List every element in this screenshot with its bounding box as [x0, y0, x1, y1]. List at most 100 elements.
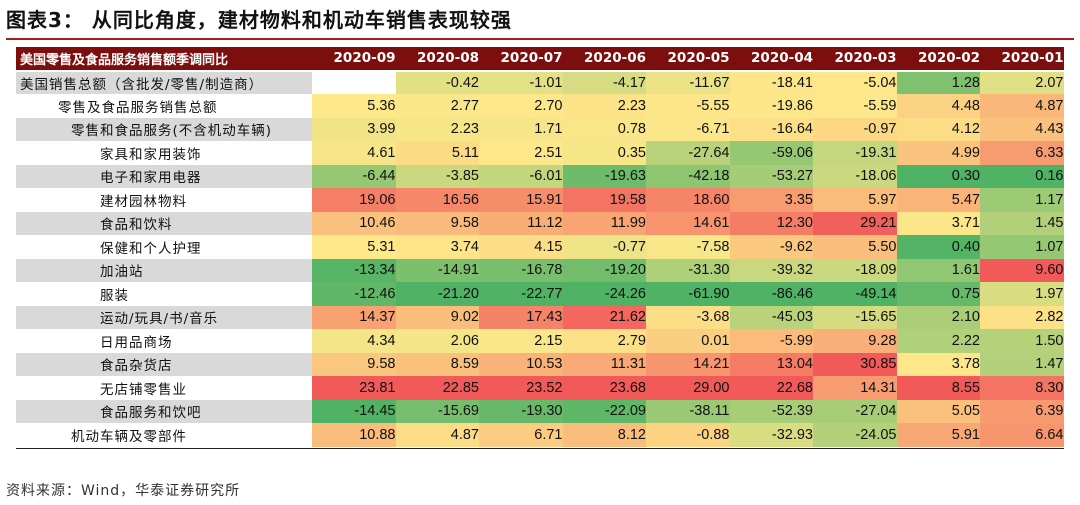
column-header: 2020-04	[729, 47, 813, 72]
heatmap-cell: -45.03	[729, 305, 813, 329]
heatmap-cell: 10.88	[312, 423, 396, 447]
heatmap-cell: -3.68	[646, 305, 730, 329]
row-label: 服装	[16, 282, 312, 306]
heatmap-cell: 4.87	[395, 423, 479, 447]
heatmap-cell: 12.30	[729, 211, 813, 235]
heatmap-cell: 3.78	[896, 352, 980, 376]
table-row: 服装 -12.46 -21.20 -22.77 -24.26 -61.90 -86.46 -4…	[16, 282, 1064, 306]
heatmap-cell: 0.35	[562, 141, 646, 165]
heatmap-cell: -4.17	[562, 70, 646, 94]
heatmap-cell: 29.00	[646, 376, 730, 400]
heatmap-cell: 11.31	[562, 352, 646, 376]
heatmap-cell: 1.07	[980, 235, 1064, 259]
heatmap-cell: 14.61	[646, 211, 730, 235]
heatmap-cell: -5.59	[813, 94, 897, 118]
heatmap-cell: -59.06	[729, 141, 813, 165]
heatmap-cell: -15.69	[395, 399, 479, 423]
heatmap-cell: 4.15	[479, 235, 563, 259]
heatmap-cell: 6.71	[479, 423, 563, 447]
heatmap-cell: 5.05	[896, 399, 980, 423]
heatmap-cell: 0.30	[896, 164, 980, 188]
heatmap-cell: 2.22	[896, 329, 980, 353]
heatmap-cell: -3.85	[395, 164, 479, 188]
table-row: 电子和家用电器 -6.44 -3.85 -6.01 -19.63 -42.18 -53.27…	[16, 164, 1064, 188]
heatmap-cell: 18.60	[646, 188, 730, 212]
row-label: 零售和食品服务(不含机动车辆)	[16, 117, 312, 141]
heatmap-cell: 4.61	[312, 141, 396, 165]
row-label: 机动车辆及零部件	[16, 423, 312, 447]
heatmap-cell: 1.47	[980, 352, 1064, 376]
heatmap-cell: 2.77	[395, 94, 479, 118]
row-label: 食品服务和饮吧	[16, 399, 312, 423]
heatmap-cell: 9.58	[312, 352, 396, 376]
heatmap-cell: 19.58	[562, 188, 646, 212]
heatmap-cell: -24.26	[562, 282, 646, 306]
heatmap-cell: 29.21	[813, 211, 897, 235]
figure-title: 图表3： 从同比角度，建材物料和机动车销售表现较强	[6, 8, 512, 32]
heatmap-cell: 17.43	[479, 305, 563, 329]
heatmap-cell: -9.62	[729, 235, 813, 259]
heatmap-cell: 5.50	[813, 235, 897, 259]
heatmap-cell: 6.64	[980, 423, 1064, 447]
heatmap-cell: 4.87	[980, 94, 1064, 118]
heatmap-cell: -0.42	[395, 70, 479, 94]
heatmap-cell: -19.20	[562, 258, 646, 282]
heatmap-cell: 2.23	[395, 117, 479, 141]
heatmap-cell: -15.65	[813, 305, 897, 329]
heatmap-cell: -42.18	[646, 164, 730, 188]
heatmap-cell: 13.04	[729, 352, 813, 376]
row-label: 美国销售总额（含批发/零售/制造商）	[16, 70, 312, 94]
table-bottom-rule	[16, 448, 1064, 449]
heatmap-cell: 4.34	[312, 329, 396, 353]
heatmap-cell: -21.20	[395, 282, 479, 306]
heatmap-cell: 1.97	[980, 282, 1064, 306]
heatmap-cell: -6.01	[479, 164, 563, 188]
title-rule	[6, 38, 1074, 40]
heatmap-cell: 23.68	[562, 376, 646, 400]
row-label: 电子和家用电器	[16, 164, 312, 188]
heatmap-table: 美国零售及食品服务销售额季调同比 2020-09 2020-08 2020-07 20…	[16, 47, 1064, 447]
heatmap-cell: 2.82	[980, 305, 1064, 329]
heatmap-cell: 11.99	[562, 211, 646, 235]
heatmap-cell: 22.68	[729, 376, 813, 400]
heatmap-cell: 3.74	[395, 235, 479, 259]
column-header: 2020-08	[395, 47, 479, 72]
heatmap-cell: 8.30	[980, 376, 1064, 400]
heatmap-cell: -18.09	[813, 258, 897, 282]
heatmap-cell: 0.40	[896, 235, 980, 259]
table-row: 家具和家用装饰 4.61 5.11 2.51 0.35 -27.64 -59.06 -19.3…	[16, 141, 1064, 165]
table-row: 美国销售总额（含批发/零售/制造商） -0.42 -1.01 -4.17 -11.67-…	[16, 70, 1064, 94]
heatmap-cell: 1.17	[980, 188, 1064, 212]
heatmap-cell: -52.39	[729, 399, 813, 423]
heatmap-cell: -86.46	[729, 282, 813, 306]
heatmap-cell: 8.12	[562, 423, 646, 447]
heatmap-cell: 5.97	[813, 188, 897, 212]
heatmap-cell: 2.07	[980, 70, 1064, 94]
heatmap-cell: 30.85	[813, 352, 897, 376]
heatmap-cell: 4.43	[980, 117, 1064, 141]
heatmap-cell: -18.41	[729, 70, 813, 94]
heatmap-cell: 1.61	[896, 258, 980, 282]
heatmap-cell: -0.77	[562, 235, 646, 259]
heatmap-cell: 15.91	[479, 188, 563, 212]
heatmap-cell	[312, 70, 396, 94]
heatmap-cell: -5.55	[646, 94, 730, 118]
row-label: 加油站	[16, 258, 312, 282]
heatmap-cell: -32.93	[729, 423, 813, 447]
heatmap-cell: -0.97	[813, 117, 897, 141]
heatmap-cell: 16.56	[395, 188, 479, 212]
heatmap-cell: 8.59	[395, 352, 479, 376]
heatmap-cell: 23.52	[479, 376, 563, 400]
heatmap-cell: 5.47	[896, 188, 980, 212]
heatmap-cell: 1.45	[980, 211, 1064, 235]
header-row: 美国零售及食品服务销售额季调同比 2020-09 2020-08 2020-07 20…	[16, 47, 1064, 72]
heatmap-cell: 5.11	[395, 141, 479, 165]
heatmap-cell: 4.12	[896, 117, 980, 141]
heatmap-cell: 23.81	[312, 376, 396, 400]
heatmap-cell: 14.31	[813, 376, 897, 400]
heatmap-cell: -5.99	[729, 329, 813, 353]
heatmap-cell: -27.04	[813, 399, 897, 423]
heatmap-cell: -6.71	[646, 117, 730, 141]
heatmap-cell: -16.64	[729, 117, 813, 141]
heatmap-cell: 10.46	[312, 211, 396, 235]
